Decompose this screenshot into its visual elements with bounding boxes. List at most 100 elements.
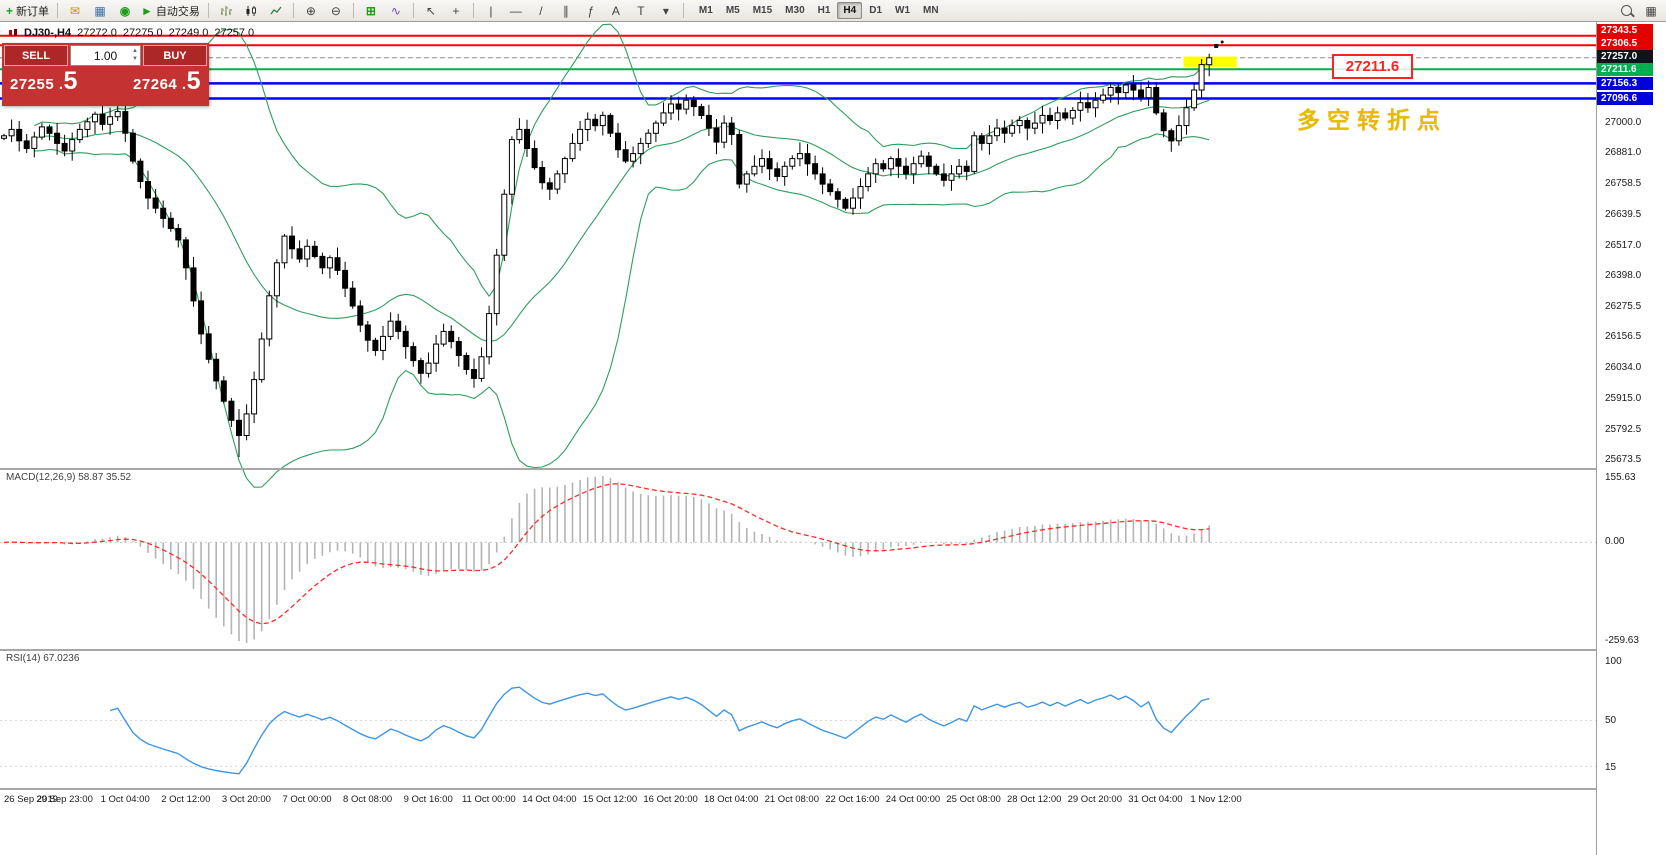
crosshair-button[interactable]: +	[444, 2, 468, 20]
sell-price-big-digit: 5	[63, 67, 78, 95]
date-axis-label: 26 Sep 2019	[4, 794, 58, 805]
fibonacci-button[interactable]: ƒ	[579, 2, 603, 20]
timeframe-M30[interactable]: M30	[785, 5, 805, 16]
macd-scale-label: -259.63	[1605, 635, 1639, 646]
buy-price-main: 27264 .	[133, 76, 187, 93]
channel-button[interactable]: ∥	[554, 2, 578, 20]
new-order-label: 新订单	[16, 5, 50, 18]
navigator-button[interactable]: ◉	[113, 2, 137, 20]
candlestick-type-button[interactable]	[239, 2, 263, 20]
volume-input[interactable]: 1.00 ▲ ▼	[70, 45, 141, 66]
price-scale[interactable]: 27000.0 26881.0 26758.5 26639.5 26517.0 26398…	[1596, 22, 1666, 855]
grid-button[interactable]: ⊞	[359, 2, 383, 20]
zoom-in-button[interactable]: ⊕	[299, 2, 323, 20]
shapes-dropdown-button[interactable]: ▾	[654, 2, 678, 20]
panel-splitter[interactable]	[0, 649, 1596, 651]
text-label-button[interactable]: T	[629, 2, 653, 20]
price-tag: 27306.5	[1597, 36, 1653, 50]
indicators-button[interactable]: ∿	[384, 2, 408, 20]
chart-area[interactable]	[0, 22, 1596, 790]
mail-button[interactable]: ✉	[63, 2, 87, 20]
date-axis-label: 8 Oct 08:00	[343, 794, 393, 805]
play-icon: ►	[141, 3, 153, 18]
candlestick-icon	[246, 5, 256, 16]
symbol-candle-icon	[9, 29, 17, 36]
toolbar-separator	[412, 3, 414, 18]
text-label-icon: T	[637, 3, 645, 18]
zoom-out-icon: ⊖	[330, 3, 341, 18]
timeframe-M15[interactable]: M15	[752, 5, 773, 16]
search-button[interactable]	[1614, 2, 1638, 20]
price-scale-label: 26758.5	[1605, 178, 1642, 190]
volume-value: 1.00	[93, 48, 118, 63]
bar-chart-type-button[interactable]	[214, 2, 238, 20]
new-order-button[interactable]: + 新订单	[3, 2, 52, 20]
text-icon: A	[611, 3, 620, 18]
rsi-scale-label: 50	[1605, 714, 1617, 726]
price-scale-label: 26156.5	[1605, 331, 1642, 343]
toolbar-separator	[472, 3, 474, 18]
price-scale-label: 26639.5	[1605, 208, 1642, 220]
timeframe-D1[interactable]: D1	[869, 5, 883, 16]
rsi-scale-label: 100	[1605, 656, 1622, 667]
main-toolbar: + 新订单 ✉ ▦ ◉ ► 自动交易 ⊕ ⊖ ⊞ ∿ ↖ + | — / ∥ ƒ…	[0, 0, 1666, 22]
chinese-note-text[interactable]: 多空转折点	[1297, 107, 1447, 133]
bar-chart-icon	[220, 5, 232, 16]
zoom-out-button[interactable]: ⊖	[324, 2, 348, 20]
timeframe-H1[interactable]: H1	[817, 5, 831, 16]
timeframe-MN[interactable]: MN	[923, 5, 939, 16]
volume-spinner[interactable]: ▲ ▼	[132, 47, 138, 63]
buy-button[interactable]: BUY	[143, 45, 207, 66]
timeframe-M5[interactable]: M5	[725, 5, 740, 16]
spinner-down-icon[interactable]: ▼	[132, 56, 138, 62]
date-axis-label: 3 Oct 20:00	[221, 794, 271, 805]
price-scale-label: 25792.5	[1605, 423, 1642, 435]
date-axis-label: 29 Oct 20:00	[1067, 794, 1122, 805]
crosshair-icon: +	[452, 3, 460, 18]
price-scale-label: 26275.5	[1605, 301, 1642, 313]
toolbar-separator	[57, 3, 59, 18]
market-watch-button[interactable]: ▦	[88, 2, 112, 20]
window-button[interactable]: ▦	[1639, 2, 1663, 20]
one-click-trade-panel: SELL 1.00 ▲ ▼ BUY 27255 .5 27264 .5	[2, 43, 209, 106]
price-annotation-box[interactable]: 27211.6	[1332, 54, 1413, 79]
date-axis-label: 14 Oct 04:00	[522, 794, 577, 805]
panel-splitter[interactable]	[0, 468, 1596, 470]
date-axis-label: 1 Oct 04:00	[100, 794, 150, 805]
timeframe-M1[interactable]: M1	[698, 5, 713, 16]
chevron-down-icon: ▾	[662, 3, 669, 18]
date-axis-label: 7 Oct 00:00	[282, 794, 332, 805]
rsi-header: RSI(14) 67.0236	[6, 653, 80, 664]
chart-canvas[interactable]	[0, 22, 1596, 790]
timeframe-H4[interactable]: H4	[837, 2, 863, 19]
price-tag: 27257.0	[1597, 49, 1653, 63]
cursor-button[interactable]: ↖	[419, 2, 443, 20]
ohlc-header: DJ30-,H4 27272.0 27275.0 27249.0 27257.0	[8, 27, 254, 39]
time-scale[interactable]: 26 Sep 2019 29 Sep 23:00 1 Oct 04:00 2 Oct …	[0, 790, 1596, 812]
fibonacci-icon: ƒ	[587, 3, 595, 18]
price-tag: 27156.3	[1597, 76, 1653, 90]
horizontal-line-button[interactable]: —	[504, 2, 528, 20]
toolbar-separator	[682, 3, 684, 18]
line-chart-type-button[interactable]	[264, 2, 288, 20]
channel-icon: ∥	[562, 3, 569, 18]
trendline-button[interactable]: /	[529, 2, 553, 20]
text-button[interactable]: A	[604, 2, 628, 20]
price-tag: 27343.5	[1597, 23, 1653, 37]
timeframe-W1[interactable]: W1	[895, 5, 911, 16]
auto-trading-button[interactable]: ► 自动交易	[138, 2, 203, 20]
date-axis-label: 9 Oct 16:00	[403, 794, 453, 805]
cursor-icon: ↖	[425, 3, 436, 18]
date-axis-label: 1 Nov 12:00	[1190, 794, 1242, 805]
sell-button[interactable]: SELL	[4, 45, 68, 66]
zoom-in-icon: ⊕	[305, 3, 316, 18]
spinner-up-icon[interactable]: ▲	[132, 48, 138, 54]
date-axis-label: 15 Oct 12:00	[582, 794, 638, 805]
sell-price: 27255 .5	[10, 67, 78, 95]
vertical-line-button[interactable]: |	[479, 2, 503, 20]
date-axis-label: 28 Oct 12:00	[1006, 794, 1062, 805]
buy-price: 27264 .5	[133, 69, 201, 94]
window-icon: ▦	[1645, 3, 1657, 18]
date-axis-label: 24 Oct 00:00	[885, 794, 941, 805]
chart-window: DJ30-,H4 27272.0 27275.0 27249.0 27257.0…	[0, 22, 1666, 855]
